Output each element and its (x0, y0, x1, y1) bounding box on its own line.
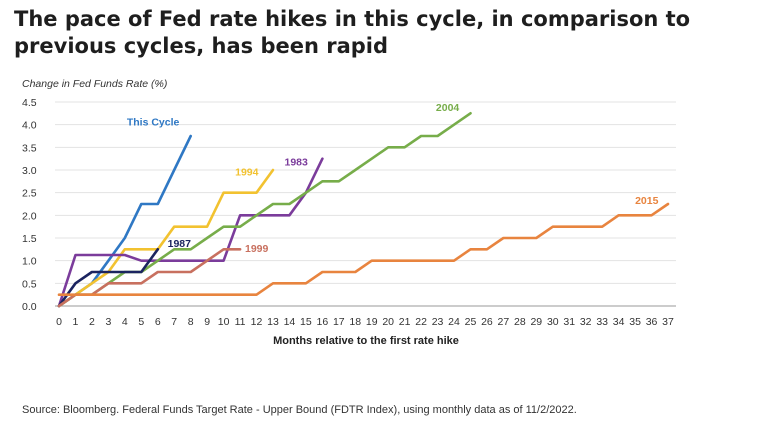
x-axis-label: Months relative to the first rate hike (273, 335, 459, 347)
x-tick-label: 3 (105, 316, 111, 328)
series-labels: This Cycle 1994 1983 2004 1987 1999 2015 (127, 102, 659, 255)
y-tick-label: 1.5 (22, 233, 37, 245)
y-tick-label: 0.5 (22, 278, 37, 290)
y-tick-label: 3.5 (22, 142, 37, 154)
x-tick-label: 4 (122, 316, 128, 328)
x-tick-label: 0 (56, 316, 62, 328)
y-tick-label: 4.0 (22, 120, 37, 132)
series-label-this-cycle: This Cycle (127, 117, 180, 129)
chart-title: The pace of Fed rate hikes in this cycle… (14, 7, 691, 58)
series-label-1999: 1999 (245, 243, 269, 255)
series-label-1987: 1987 (168, 238, 192, 250)
x-tick-label: 20 (382, 316, 394, 328)
x-tick-label: 26 (481, 316, 493, 328)
x-tick-label: 22 (415, 316, 427, 328)
series-line-2004 (57, 112, 472, 308)
x-tick-label: 32 (580, 316, 592, 328)
series-line-2015 (57, 202, 670, 297)
series-label-1994: 1994 (235, 166, 259, 178)
x-tick-label: 36 (646, 316, 658, 328)
series-line-1987 (57, 248, 160, 308)
y-axis-ticks: 0.0 0.5 1.0 1.5 2.0 2.5 3.0 3.5 4.0 4.5 (22, 97, 37, 313)
x-tick-label: 5 (138, 316, 144, 328)
x-tick-label: 34 (613, 316, 625, 328)
x-tick-label: 17 (333, 316, 345, 328)
y-tick-label: 0.0 (22, 301, 37, 313)
x-tick-label: 7 (171, 316, 177, 328)
x-tick-label: 28 (514, 316, 526, 328)
x-tick-label: 31 (563, 316, 575, 328)
x-tick-label: 24 (448, 316, 460, 328)
y-tick-label: 2.5 (22, 188, 37, 200)
x-tick-label: 2 (89, 316, 95, 328)
series-label-1983: 1983 (284, 156, 308, 168)
x-axis-ticks: 0 1 2 3 4 5 6 7 8 9 10 11 12 13 14 15 16 17 18 19 20 21 22 23 24… (56, 316, 674, 328)
x-tick-label: 12 (251, 316, 263, 328)
x-tick-label: 25 (465, 316, 477, 328)
x-tick-label: 14 (284, 316, 296, 328)
x-tick-label: 6 (155, 316, 161, 328)
x-tick-label: 13 (267, 316, 279, 328)
series-line-1994 (57, 168, 275, 308)
series-lines (57, 112, 670, 308)
x-tick-label: 35 (629, 316, 641, 328)
x-tick-label: 18 (349, 316, 361, 328)
y-tick-label: 1.0 (22, 256, 37, 268)
y-tick-label: 2.0 (22, 210, 37, 222)
series-label-2004: 2004 (436, 102, 460, 114)
x-tick-label: 1 (73, 316, 79, 328)
x-tick-label: 33 (596, 316, 608, 328)
series-label-2015: 2015 (635, 195, 659, 207)
x-tick-label: 29 (530, 316, 542, 328)
x-tick-label: 23 (432, 316, 444, 328)
x-tick-label: 21 (399, 316, 411, 328)
y-tick-label: 4.5 (22, 97, 37, 109)
series-line-1983 (57, 157, 324, 308)
x-tick-label: 10 (218, 316, 230, 328)
y-tick-label: 3.0 (22, 165, 37, 177)
source-note: Source: Bloomberg. Federal Funds Target … (22, 404, 577, 416)
series-line-1999 (57, 248, 242, 308)
x-tick-label: 16 (317, 316, 329, 328)
x-tick-label: 27 (498, 316, 510, 328)
y-axis-label: Change in Fed Funds Rate (%) (22, 78, 168, 90)
x-tick-label: 11 (235, 316, 246, 328)
x-tick-label: 9 (204, 316, 210, 328)
x-tick-label: 15 (300, 316, 312, 328)
x-tick-label: 37 (662, 316, 674, 328)
x-tick-label: 19 (366, 316, 378, 328)
x-tick-label: 8 (188, 316, 194, 328)
x-tick-label: 30 (547, 316, 559, 328)
